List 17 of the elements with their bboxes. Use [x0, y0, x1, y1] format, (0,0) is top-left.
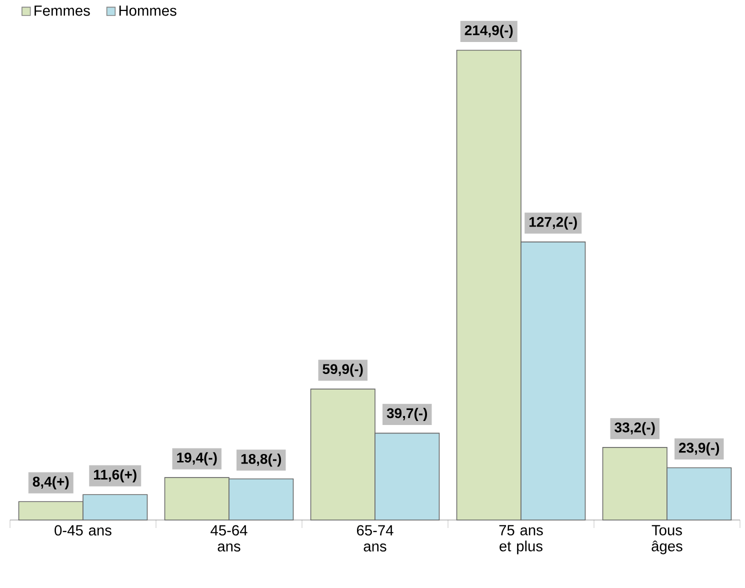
x-tick-label: 75 ans et plus	[499, 525, 543, 554]
x-tick-label: 0-45 ans	[54, 525, 112, 536]
legend-label: Hommes	[119, 6, 176, 16]
data-label: 23,9(-)	[678, 442, 720, 456]
data-label: 59,9(-)	[322, 364, 363, 377]
data-label: 18,8(-)	[241, 454, 282, 467]
data-label: 39,7(-)	[386, 408, 428, 421]
data-label: 214,9(-)	[464, 24, 513, 38]
data-label: 127,2(-)	[529, 216, 577, 230]
x-tick-label: 65-74 ans	[357, 525, 394, 552]
legend-label: Femmes	[34, 6, 90, 16]
data-label: 33,2(-)	[614, 422, 655, 436]
data-label: 19,4(-)	[177, 452, 217, 466]
data-label: 11,6(+)	[94, 469, 136, 482]
x-tick-label: 45-64 ans	[210, 525, 248, 552]
data-label: 8,4(+)	[32, 476, 69, 490]
x-tick-label: Tous âges	[652, 525, 682, 554]
